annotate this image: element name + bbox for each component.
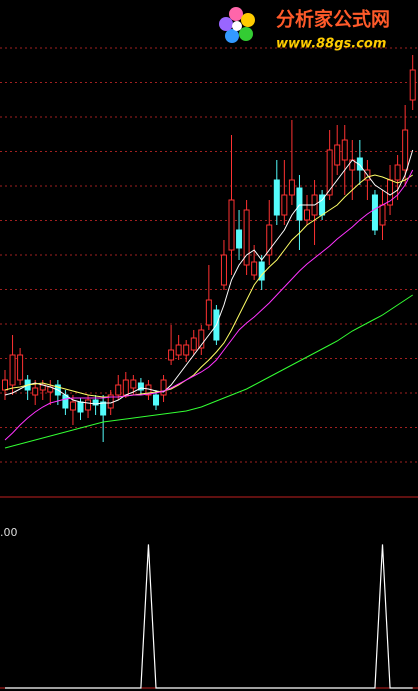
candle-body (243, 209, 250, 266)
watermark-url: www.88gs.com (276, 37, 386, 52)
candle-body (258, 261, 265, 281)
candle-body (160, 379, 167, 396)
candle-body (304, 209, 310, 221)
logo-petal (229, 7, 243, 21)
candle-body (251, 261, 258, 276)
candle-body (69, 401, 76, 411)
candle-body (198, 329, 205, 349)
candle-body (17, 354, 24, 381)
logo-petal (241, 13, 255, 27)
candle-body (92, 399, 99, 406)
candle-body (288, 179, 295, 196)
candle-body (266, 224, 273, 256)
candle-body (394, 164, 401, 181)
candle-body (371, 194, 378, 231)
moving-average-line (4, 294, 413, 449)
candle-body (9, 354, 16, 386)
candle-body (228, 199, 235, 251)
candle-body (220, 254, 227, 286)
candle-body (85, 399, 92, 411)
candle-body (356, 157, 363, 171)
candle-body (77, 401, 84, 413)
candle-body (273, 179, 280, 216)
candle-body (183, 344, 190, 356)
candle-body (168, 349, 175, 361)
logo-center (232, 21, 242, 31)
candle-body (2, 379, 8, 391)
candle-body (32, 387, 39, 396)
logo-petal (225, 29, 239, 43)
candle-body (296, 187, 303, 221)
candle-body (100, 401, 107, 416)
logo-petal (239, 27, 253, 41)
candle-body (409, 69, 416, 101)
candle-body (130, 379, 137, 389)
indicator-line (5, 544, 413, 689)
candle-body (175, 344, 182, 356)
candle-body (334, 144, 341, 166)
indicator-label: .00 (0, 526, 18, 539)
candle-body (326, 149, 333, 196)
plot (0, 47, 418, 689)
logo-petal (219, 17, 233, 31)
candle-body (341, 139, 348, 161)
candle-body (402, 129, 409, 171)
candle-body (137, 382, 144, 391)
candle-body (379, 204, 386, 226)
candle-body (281, 194, 288, 216)
moving-average-line (4, 149, 414, 405)
candle-body (62, 394, 69, 409)
candle-body (153, 394, 159, 406)
candle-body (205, 299, 212, 326)
moving-average-line (4, 169, 414, 441)
logo (219, 7, 255, 43)
candle-body (115, 384, 122, 396)
candle-body (190, 337, 197, 351)
candle-body (122, 379, 129, 396)
moving-average-line (4, 174, 413, 398)
watermark-title: 分析家公式网 (276, 8, 390, 31)
candle-body (236, 229, 243, 249)
